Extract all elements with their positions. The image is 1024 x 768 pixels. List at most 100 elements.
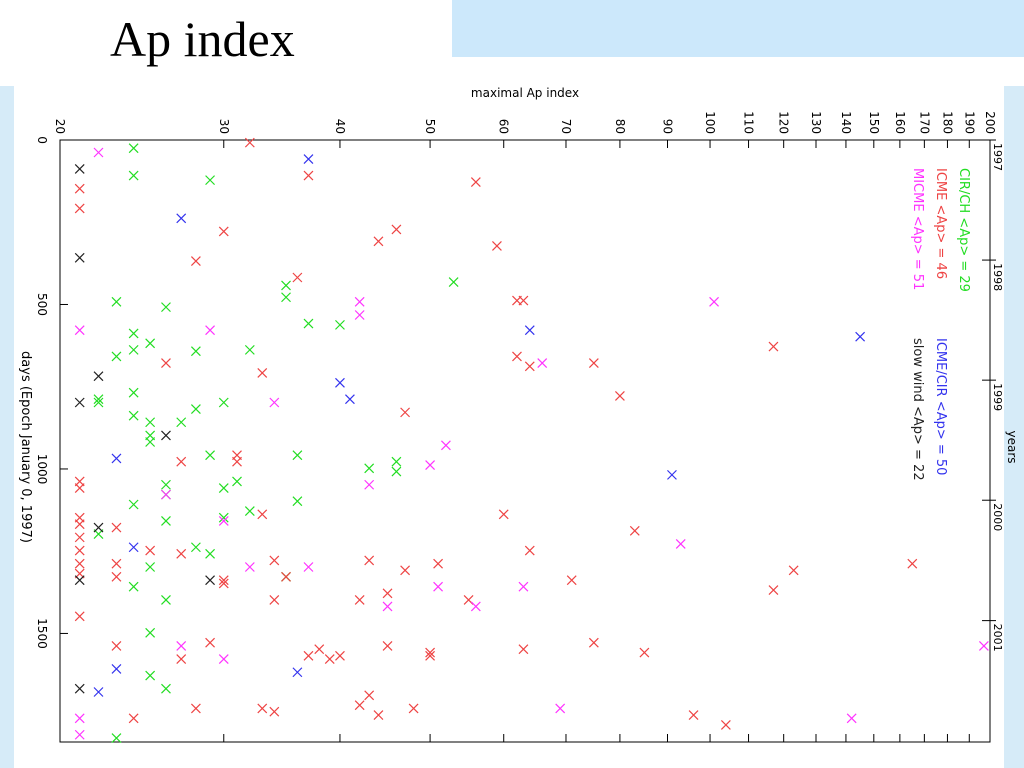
data-point-micme <box>470 601 481 612</box>
year-tick-label: 1997 <box>991 143 1004 171</box>
data-point-icme <box>788 565 799 576</box>
data-point-micme <box>74 325 85 336</box>
x-tick-label: 80 <box>613 119 627 134</box>
data-point-icme <box>408 703 419 714</box>
data-point-slow <box>93 522 104 533</box>
data-point-micme <box>382 601 393 612</box>
data-point-icme <box>498 509 509 520</box>
x-tick-label: 130 <box>809 111 823 134</box>
data-point-mixed <box>111 664 122 674</box>
data-point-cir <box>128 499 139 510</box>
data-point-mixed <box>335 377 345 388</box>
data-point-micme <box>441 440 451 451</box>
data-point-cir <box>128 143 139 154</box>
data-point-icme <box>303 650 314 661</box>
data-point-cir <box>190 346 201 357</box>
right-decorative-stripe <box>1004 86 1024 768</box>
data-point-icme <box>161 358 171 368</box>
y-tick-label: 500 <box>35 293 49 316</box>
data-point-slow <box>74 575 85 586</box>
data-point-icme <box>292 272 303 283</box>
data-point-icme <box>218 578 229 589</box>
x-tick-label: 140 <box>839 111 853 134</box>
data-point-micme <box>555 703 566 714</box>
data-point-icme <box>768 341 779 352</box>
data-point-icme <box>629 525 640 536</box>
data-point-micme <box>74 729 85 740</box>
x-tick-label: 150 <box>867 111 881 134</box>
data-point-icme <box>373 236 384 247</box>
data-point-cir <box>145 437 156 447</box>
data-point-micme <box>74 713 85 724</box>
x-tick-label: 60 <box>497 119 511 134</box>
data-point-icme <box>128 713 139 724</box>
data-point-icme <box>639 647 650 658</box>
y-tick-label: 1000 <box>35 454 49 485</box>
x-tick-label: 100 <box>703 111 717 134</box>
data-point-cir <box>93 394 104 405</box>
data-point-cir <box>281 280 291 291</box>
data-point-icme <box>74 483 85 493</box>
x-tick-label: 30 <box>217 119 231 134</box>
data-point-micme <box>205 325 215 336</box>
data-point-icme <box>257 509 268 520</box>
plot-frame <box>59 139 991 743</box>
data-point-icme <box>257 367 268 378</box>
data-point-icme <box>74 519 85 530</box>
data-point-cir <box>128 344 139 355</box>
data-point-mixed <box>128 542 139 553</box>
legend-entry-slow: slow wind <Ap> = 22 <box>910 338 925 481</box>
data-point-cir <box>111 296 122 307</box>
data-point-icme <box>218 575 229 586</box>
data-point-slow <box>161 430 171 441</box>
data-point-mixed <box>292 667 303 678</box>
year-tick-label: 1999 <box>991 383 1004 411</box>
data-point-cir <box>448 277 459 288</box>
data-point-micme <box>93 147 104 158</box>
data-point-cir <box>244 344 255 355</box>
data-point-mixed <box>93 687 104 697</box>
data-point-micme <box>218 516 229 526</box>
data-point-icme <box>205 637 215 648</box>
year-axis-ticks: 1997 1998 1999 2000 2001 <box>982 139 1004 652</box>
x-tick-label: 40 <box>333 119 347 134</box>
data-point-cir <box>111 733 122 743</box>
data-point-icme <box>324 654 335 665</box>
x-tick-label: 50 <box>423 119 437 134</box>
data-point-cir <box>128 328 139 339</box>
data-point-cir <box>303 318 314 329</box>
year-axis-label: years <box>1005 430 1019 463</box>
data-point-cir <box>111 351 122 362</box>
data-point-icme <box>354 700 365 711</box>
data-point-icme <box>145 545 156 556</box>
data-point-cir <box>205 450 215 461</box>
data-point-slow <box>74 683 85 694</box>
y-tick-label: 0 <box>35 136 49 144</box>
data-point-icme <box>269 594 280 605</box>
data-point-icme <box>524 545 535 556</box>
data-point-micme <box>537 358 548 368</box>
data-point-icme <box>382 588 393 599</box>
data-point-micme <box>244 562 255 572</box>
data-point-micme <box>176 641 187 651</box>
data-point-icme <box>433 558 444 569</box>
x-tick-label: 120 <box>777 111 791 134</box>
data-point-cir <box>128 410 139 421</box>
data-point-cir <box>161 683 171 694</box>
data-point-slow <box>74 252 85 263</box>
data-point-cir <box>145 627 156 638</box>
data-point-micme <box>354 310 365 320</box>
data-point-cir <box>292 496 303 507</box>
data-point-icme <box>688 710 699 720</box>
data-point-icme <box>391 224 402 235</box>
legend-entry-micme: MICME <Ap> = 51 <box>910 168 925 290</box>
plot-border <box>59 139 991 743</box>
data-point-icme <box>720 719 731 730</box>
data-points <box>74 137 989 743</box>
data-point-icme <box>382 641 393 651</box>
data-point-cir <box>161 479 171 490</box>
data-point-icme <box>492 241 502 251</box>
data-point-icme <box>74 545 85 556</box>
year-tick-label: 1998 <box>991 263 1004 291</box>
x-tick-label: 200 <box>983 111 997 134</box>
